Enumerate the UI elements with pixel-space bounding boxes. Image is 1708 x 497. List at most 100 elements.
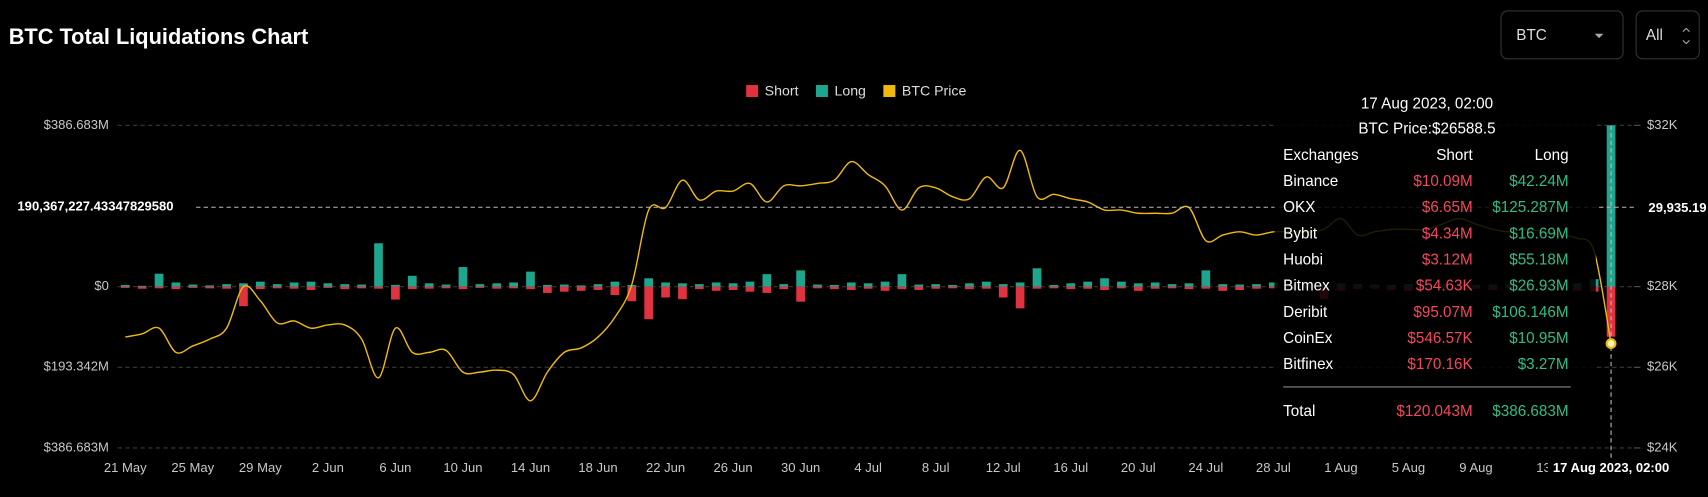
bar xyxy=(779,284,789,287)
bar xyxy=(272,284,282,287)
bar xyxy=(796,270,805,287)
bar xyxy=(374,243,383,287)
bar xyxy=(981,281,991,287)
bar xyxy=(1100,286,1109,290)
coin-select-box[interactable] xyxy=(1500,10,1624,60)
bar xyxy=(526,271,535,287)
bar xyxy=(1049,286,1059,289)
bar xyxy=(796,286,805,302)
tooltip-cell: Bybit xyxy=(1283,225,1318,242)
bar xyxy=(678,283,687,287)
coin-select-label[interactable]: BTC xyxy=(1516,27,1546,44)
x-tick-label: 9 Aug xyxy=(1459,460,1492,475)
x-tick-label: 10 Jun xyxy=(443,460,482,475)
bar xyxy=(526,286,535,290)
bar xyxy=(1201,286,1211,289)
bar xyxy=(661,286,670,298)
legend-swatch xyxy=(746,85,759,98)
range-select[interactable]: All xyxy=(1635,10,1700,60)
bar xyxy=(576,285,586,287)
x-tick-label: 5 Aug xyxy=(1392,460,1425,475)
crosshair-x-label: 17 Aug 2023, 02:00 xyxy=(1553,460,1669,475)
bar xyxy=(863,286,873,289)
range-select-box[interactable] xyxy=(1635,10,1700,60)
tooltip-cell: Huobi xyxy=(1283,252,1323,269)
bar xyxy=(458,267,468,287)
bar xyxy=(1049,284,1059,287)
bar xyxy=(289,282,299,287)
tooltip-cell: $55.18M xyxy=(1509,252,1568,269)
bar xyxy=(424,286,434,289)
bar xyxy=(610,281,620,287)
bar xyxy=(323,286,333,288)
x-tick-label: 16 Jul xyxy=(1053,460,1088,475)
bar xyxy=(475,286,485,288)
bar xyxy=(931,284,941,287)
y-tick-label: $0 xyxy=(94,278,109,293)
bar xyxy=(137,286,147,289)
bar xyxy=(1133,286,1143,291)
bar xyxy=(543,286,552,293)
bar xyxy=(711,282,721,287)
bar xyxy=(1117,281,1126,287)
x-tick-label: 30 Jun xyxy=(781,460,820,475)
dropdown-arrow[interactable] xyxy=(1594,33,1604,39)
x-tick-label: 29 May xyxy=(239,460,282,475)
bar xyxy=(1218,284,1228,287)
tooltip-total: Total xyxy=(1283,403,1315,420)
tooltip-cell: $95.07M xyxy=(1413,304,1472,321)
bar xyxy=(441,286,451,289)
x-tick-label: 1 Aug xyxy=(1324,460,1357,475)
bar xyxy=(239,283,248,287)
x-tick-label: 24 Jul xyxy=(1188,460,1223,475)
bar xyxy=(188,286,198,288)
bar xyxy=(559,286,569,292)
bar xyxy=(1252,284,1261,287)
bar xyxy=(1201,270,1211,287)
bar xyxy=(391,284,400,287)
bar xyxy=(593,284,603,287)
x-tick-label: 6 Jun xyxy=(379,460,411,475)
bar xyxy=(1083,281,1093,287)
tooltip-total: $120.043M xyxy=(1396,403,1472,420)
crosshair-y-label-bg xyxy=(6,197,197,218)
tooltip-header: Exchanges xyxy=(1283,147,1359,164)
bar xyxy=(593,286,603,290)
y-tick-label: $193.342M xyxy=(44,359,109,374)
bar xyxy=(188,284,198,287)
bar xyxy=(830,284,839,287)
bar xyxy=(222,286,231,289)
bar xyxy=(543,284,552,287)
tooltip-cell: Bitmex xyxy=(1283,278,1330,295)
tooltip-cell: $10.09M xyxy=(1413,173,1472,190)
bar xyxy=(171,286,181,290)
crosshair-y2-label-bg xyxy=(1633,198,1706,219)
bar xyxy=(880,286,890,291)
bar xyxy=(374,286,383,289)
bar xyxy=(492,286,502,289)
bar xyxy=(1269,286,1278,289)
coin-select[interactable]: BTC xyxy=(1500,10,1624,60)
bar xyxy=(255,286,265,290)
tooltip-cell: $26.93M xyxy=(1509,278,1568,295)
tooltip-cell: $106.146M xyxy=(1492,304,1568,321)
x-tick-label: 28 Jul xyxy=(1256,460,1291,475)
bar xyxy=(1032,286,1042,289)
bar xyxy=(272,286,282,289)
tooltip-cell: $546.57K xyxy=(1407,330,1472,347)
price-point xyxy=(1605,338,1617,350)
x-tick-label: 12 Jul xyxy=(986,460,1021,475)
x-tick-label: 22 Jun xyxy=(646,460,685,475)
bar xyxy=(914,284,924,287)
x-tick-label: 4 Jul xyxy=(854,460,882,475)
bar xyxy=(745,286,755,292)
bar xyxy=(644,278,654,287)
x-tick-label: 26 Jun xyxy=(713,460,752,475)
bar xyxy=(407,275,417,287)
updown-arrow[interactable] xyxy=(1682,27,1690,45)
range-select-label[interactable]: All xyxy=(1646,27,1663,44)
legend-label: BTC Price xyxy=(902,83,967,99)
bar xyxy=(1235,284,1244,287)
bar xyxy=(762,286,772,293)
